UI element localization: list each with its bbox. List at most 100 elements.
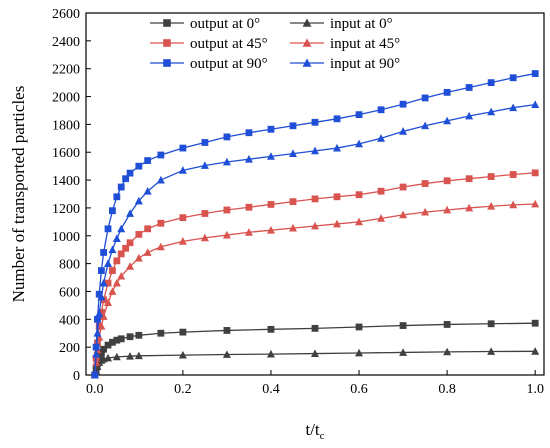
data-point: [355, 348, 364, 357]
data-point: [223, 206, 231, 214]
data-point: [104, 341, 112, 349]
legend-marker: [163, 59, 171, 67]
data-point: [113, 257, 121, 265]
data-point: [104, 298, 113, 306]
data-point: [113, 193, 121, 201]
data-point: [126, 333, 134, 341]
series-line: [94, 203, 536, 376]
data-point: [98, 308, 105, 316]
data-point: [117, 271, 126, 280]
data-point: [377, 106, 385, 114]
data-point: [355, 217, 364, 226]
data-point: [117, 250, 125, 258]
data-point: [222, 230, 231, 239]
data-point: [112, 352, 121, 361]
data-point: [355, 111, 363, 119]
data-point: [311, 146, 319, 155]
data-point: [104, 259, 113, 268]
data-point: [100, 249, 108, 256]
legend-item: input at 90°: [290, 56, 400, 72]
data-point: [97, 292, 106, 301]
y-tick-label: 1200: [52, 202, 80, 217]
legend-label: output at 45°: [190, 36, 268, 52]
series-line: [94, 172, 536, 376]
data-point: [126, 209, 135, 217]
legend-marker: [163, 39, 171, 47]
y-tick-label: 600: [59, 285, 80, 300]
data-point: [109, 207, 116, 215]
x-tick-label: 0.2: [174, 382, 192, 397]
data-point: [92, 349, 101, 358]
series-0: [91, 319, 539, 379]
data-point: [509, 171, 517, 178]
data-point: [421, 207, 430, 216]
data-point: [222, 350, 231, 358]
data-point: [531, 199, 540, 208]
x-tick-label: 0.8: [438, 382, 456, 397]
data-point: [157, 151, 165, 159]
data-point: [156, 175, 165, 184]
data-point: [178, 237, 187, 245]
data-point: [421, 94, 429, 102]
data-point: [531, 347, 540, 355]
data-point: [135, 230, 143, 238]
series-layer: [90, 70, 540, 379]
data-point: [487, 320, 495, 328]
data-point: [134, 351, 143, 360]
data-point: [108, 287, 117, 295]
legend-label: input at 90°: [330, 56, 400, 72]
data-point: [487, 202, 496, 210]
data-point: [144, 225, 152, 233]
data-point: [443, 116, 452, 125]
data-point: [288, 149, 297, 158]
data-point: [399, 322, 407, 329]
series-4: [91, 70, 539, 379]
data-point: [100, 345, 108, 353]
data-point: [487, 347, 496, 355]
data-point: [144, 157, 152, 164]
data-point: [156, 242, 165, 251]
legend-label: input at 45°: [330, 36, 400, 52]
data-point: [122, 244, 130, 252]
data-point: [200, 161, 209, 169]
data-point: [113, 336, 121, 344]
x-tick-label: 0.0: [86, 382, 104, 397]
y-tick-label: 2400: [52, 35, 80, 50]
data-point: [266, 226, 275, 234]
data-point: [487, 79, 495, 87]
data-point: [333, 219, 342, 228]
x-axis-label: t/tc: [305, 420, 324, 442]
data-point: [289, 122, 297, 130]
data-point: [289, 198, 297, 206]
data-point: [311, 349, 319, 357]
data-point: [465, 203, 474, 212]
data-point: [178, 166, 187, 174]
data-point: [108, 245, 117, 254]
legend-item: output at 90°: [150, 56, 268, 72]
series-2: [91, 169, 539, 379]
x-tick-label: 0.6: [350, 382, 368, 397]
data-point: [112, 234, 121, 242]
legend-label: output at 0°: [190, 16, 260, 32]
data-point: [126, 262, 135, 270]
data-point: [399, 210, 408, 219]
data-point: [223, 133, 231, 141]
data-point: [377, 187, 385, 195]
data-point: [333, 115, 341, 123]
data-point: [443, 88, 451, 96]
data-point: [487, 173, 495, 180]
legend-marker: [302, 38, 312, 47]
data-point: [465, 175, 473, 183]
data-point: [509, 200, 518, 209]
x-axis-label-main: t/t: [305, 420, 319, 439]
data-point: [266, 349, 275, 358]
y-tick-label: 0: [73, 369, 80, 384]
data-point: [179, 328, 187, 336]
y-tick-label: 200: [59, 341, 80, 356]
data-point: [122, 175, 130, 183]
data-point: [311, 221, 319, 230]
x-tick-label: 1.0: [526, 382, 544, 397]
legend-item: output at 45°: [150, 36, 268, 52]
data-point: [311, 195, 319, 203]
